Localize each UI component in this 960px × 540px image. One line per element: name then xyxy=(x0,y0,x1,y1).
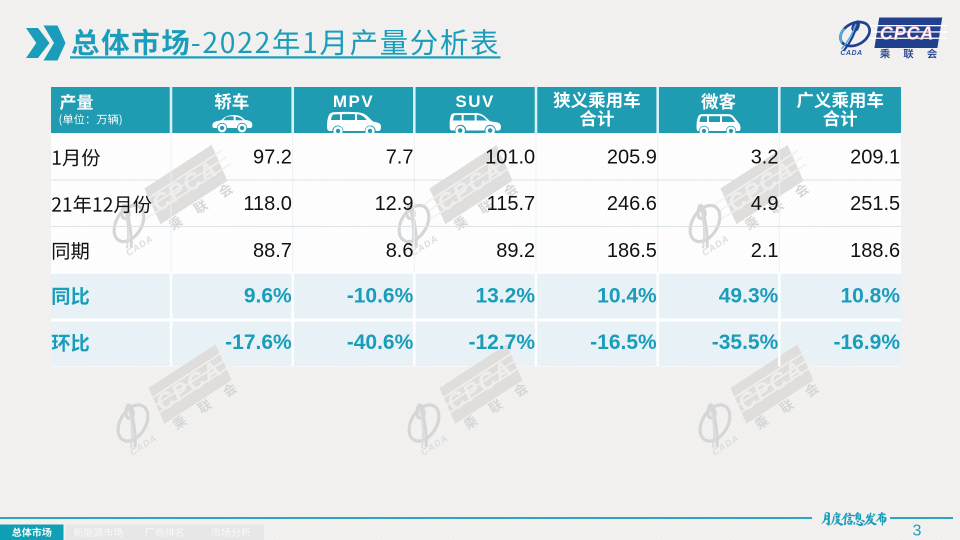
svg-text:MPV: MPV xyxy=(333,92,374,111)
svg-text:118.0: 118.0 xyxy=(243,193,292,215)
svg-text:89.2: 89.2 xyxy=(496,240,535,262)
svg-text:3: 3 xyxy=(913,523,922,540)
svg-text:-16.9%: -16.9% xyxy=(833,331,900,354)
svg-text:188.6: 188.6 xyxy=(850,240,900,262)
svg-text:7.7: 7.7 xyxy=(386,147,414,169)
svg-text:SUV: SUV xyxy=(455,92,494,111)
svg-text:3.2: 3.2 xyxy=(751,147,779,169)
svg-text:-35.5%: -35.5% xyxy=(712,331,779,354)
svg-text:251.5: 251.5 xyxy=(850,193,900,215)
svg-text:-10.6%: -10.6% xyxy=(347,284,414,307)
svg-text:186.5: 186.5 xyxy=(607,240,657,262)
svg-text:209.1: 209.1 xyxy=(850,147,900,169)
svg-text:8.6: 8.6 xyxy=(386,240,414,262)
svg-text:101.0: 101.0 xyxy=(485,147,535,169)
svg-text:2.1: 2.1 xyxy=(751,240,779,262)
svg-text:88.7: 88.7 xyxy=(253,240,292,262)
svg-text:CPCA: CPCA xyxy=(880,24,934,44)
svg-text:4.9: 4.9 xyxy=(751,193,779,215)
svg-text:10.4%: 10.4% xyxy=(597,284,657,307)
svg-text:10.8%: 10.8% xyxy=(840,284,900,307)
svg-text:CADA: CADA xyxy=(840,50,862,57)
svg-text:115.7: 115.7 xyxy=(487,193,536,215)
svg-text:-40.6%: -40.6% xyxy=(347,331,414,354)
svg-text:49.3%: 49.3% xyxy=(719,284,779,307)
svg-text:13.2%: 13.2% xyxy=(475,284,535,307)
svg-text:-16.5%: -16.5% xyxy=(590,331,657,354)
svg-text:9.6%: 9.6% xyxy=(244,284,292,307)
svg-text:205.9: 205.9 xyxy=(607,147,657,169)
svg-text:12.9: 12.9 xyxy=(375,193,414,215)
svg-text:-17.6%: -17.6% xyxy=(225,331,292,354)
svg-text:-12.7%: -12.7% xyxy=(468,331,535,354)
svg-text:246.6: 246.6 xyxy=(607,193,657,215)
svg-text:97.2: 97.2 xyxy=(253,147,292,169)
